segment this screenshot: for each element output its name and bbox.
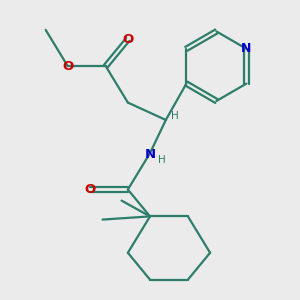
Text: N: N <box>241 42 252 55</box>
Text: O: O <box>84 183 95 196</box>
Text: H: H <box>171 111 178 121</box>
Text: N: N <box>144 148 156 161</box>
Text: O: O <box>62 60 74 73</box>
Text: H: H <box>158 155 166 165</box>
Text: O: O <box>122 33 134 46</box>
